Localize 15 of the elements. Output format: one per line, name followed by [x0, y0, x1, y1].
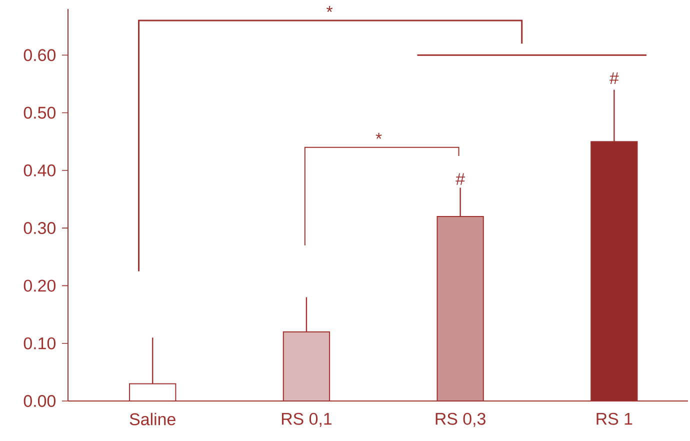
x-tick-label: RS 0,1	[282, 412, 332, 427]
y-tick-label: 0.60	[24, 49, 56, 62]
y-tick-label: 0.10	[24, 337, 56, 350]
y-tick-label: 0.50	[24, 106, 56, 119]
x-tick-label: Saline	[130, 412, 176, 426]
y-tick-label: 0.30	[24, 222, 56, 234]
x-tick-label: RS 0,3	[436, 412, 486, 427]
y-tick-label: 0.40	[24, 164, 56, 176]
x-tick-label: RS 1	[596, 412, 632, 425]
annotation: *	[326, 6, 333, 12]
annotation: #	[610, 72, 619, 84]
annotation: *	[376, 132, 382, 139]
y-tick-label: 0.20	[24, 280, 56, 292]
annotation: #	[456, 173, 465, 185]
y-tick-label: 0.00	[24, 395, 56, 407]
